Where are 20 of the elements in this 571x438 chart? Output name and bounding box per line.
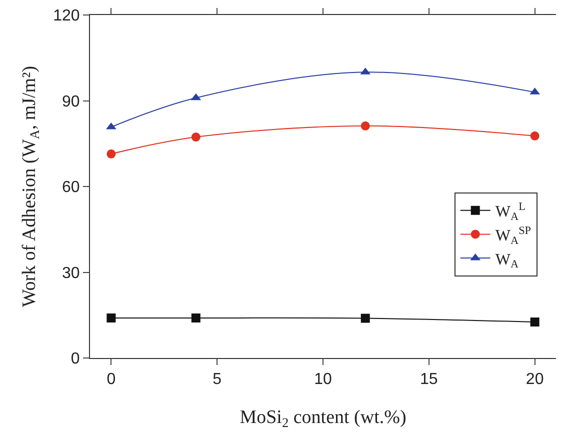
- point: [530, 317, 540, 326]
- point: [360, 314, 370, 323]
- y-tick-label: 90: [62, 93, 80, 110]
- point: [191, 313, 200, 322]
- point: [106, 313, 116, 322]
- y-tick-label: 0: [70, 350, 80, 368]
- y-tick-label: 60: [62, 179, 80, 196]
- x-axis-title: MoSi$_{2}$ content (wt.%): [240, 407, 406, 430]
- point: [530, 131, 540, 140]
- point: [360, 121, 370, 130]
- x-tick-label: 10: [314, 371, 332, 388]
- x-tick-label: 20: [526, 371, 544, 388]
- point: [191, 132, 200, 142]
- x-tick-label: 15: [420, 371, 438, 388]
- x-tick-label: 5: [212, 371, 222, 388]
- y-tick-label: 120: [53, 8, 80, 25]
- y-tick-label: 30: [62, 264, 80, 282]
- x-tick-label: 0: [106, 371, 116, 388]
- point: [106, 149, 116, 158]
- legend-label: W$_{A}$: [495, 251, 519, 271]
